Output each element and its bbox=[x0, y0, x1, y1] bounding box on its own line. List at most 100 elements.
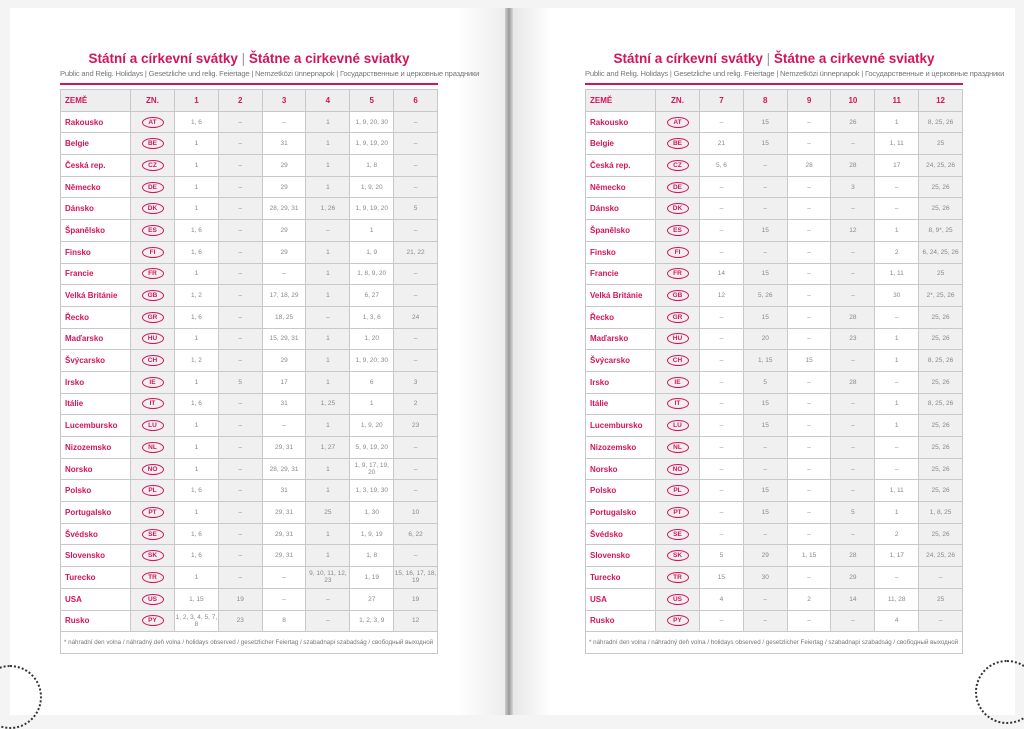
country-name: Rusko bbox=[60, 609, 131, 633]
footnote: * náhradní den volna / náhradný deň voln… bbox=[585, 631, 963, 655]
country-code-badge: DE bbox=[666, 181, 689, 193]
header-month: 12 bbox=[918, 89, 963, 112]
holiday-days: 1 bbox=[305, 327, 351, 351]
holiday-days: 21, 22 bbox=[393, 240, 438, 264]
country-code-cell: PY bbox=[130, 609, 175, 633]
holiday-days: 1, 3, 19, 30 bbox=[349, 479, 395, 503]
holiday-days: – bbox=[786, 370, 832, 394]
holiday-days: 31 bbox=[261, 392, 307, 416]
country-code-cell: GR bbox=[130, 305, 175, 329]
country-name: Švédsko bbox=[60, 522, 131, 546]
holiday-days: 1, 11 bbox=[874, 132, 920, 156]
table-row: Maďarsko HU 1–15, 29, 31 1 1, 20– bbox=[60, 327, 438, 351]
table-row: Švédsko SE 1, 6–29, 31 1 1, 9, 19 6, 22 bbox=[60, 522, 438, 546]
holiday-days: 4 bbox=[874, 609, 920, 633]
subtitle: Public and Relig. Holidays | Gesetzliche… bbox=[60, 69, 480, 78]
holiday-days: 1, 8 bbox=[349, 154, 395, 177]
holiday-days: – bbox=[217, 219, 263, 242]
country-name: Švýcarsko bbox=[60, 349, 131, 372]
country-code-badge: PT bbox=[141, 506, 164, 518]
country-code-badge: SE bbox=[666, 528, 689, 540]
country-code-badge: TR bbox=[666, 571, 689, 583]
holiday-days: 15 bbox=[742, 479, 788, 503]
holiday-days: 29 bbox=[742, 544, 788, 568]
header-row: ZEMĚ ZN. 7 8 9 10 11 12 bbox=[585, 89, 963, 112]
country-code-badge: SK bbox=[141, 550, 164, 562]
holiday-days: – bbox=[874, 370, 920, 394]
holiday-days: 25, 26 bbox=[918, 197, 963, 221]
country-code-cell: US bbox=[655, 587, 700, 611]
holiday-days: 24 bbox=[393, 305, 438, 329]
holiday-days: 5, 6 bbox=[699, 154, 744, 177]
page-title: Státní a církevní svátky | Štátne a cirk… bbox=[88, 51, 410, 66]
holiday-days: 11, 28 bbox=[874, 587, 920, 611]
header-month: 2 bbox=[217, 89, 263, 112]
table-row: Řecko GR 1, 6–18, 25–1, 3, 6 24 bbox=[60, 305, 438, 329]
holiday-days: 1 bbox=[874, 110, 920, 134]
holiday-days: 29, 31 bbox=[261, 522, 307, 546]
holiday-days: 23 bbox=[830, 327, 876, 351]
holiday-days: – bbox=[217, 479, 263, 503]
holiday-days: – bbox=[742, 609, 788, 633]
country-name: Rusko bbox=[585, 609, 656, 633]
country-code-cell: DK bbox=[130, 197, 175, 221]
title-rule bbox=[585, 83, 963, 85]
subtitle: Public and Relig. Holidays | Gesetzliche… bbox=[585, 69, 1005, 78]
holiday-days: – bbox=[874, 175, 920, 199]
table-row: Švýcarsko CH 1, 2–29 1 1, 9, 20, 30– bbox=[60, 349, 438, 372]
holiday-days: 1 bbox=[174, 414, 219, 437]
country-code-cell: FR bbox=[130, 262, 175, 286]
holiday-days: – bbox=[217, 501, 263, 524]
country-code-badge: NL bbox=[666, 441, 689, 453]
header-month: 7 bbox=[699, 89, 744, 112]
table-row: Norsko NO – – – – –25, 26 bbox=[585, 457, 963, 481]
holiday-days: – bbox=[217, 240, 263, 264]
holiday-days: 1, 11 bbox=[874, 479, 920, 503]
holiday-days: 6 bbox=[349, 370, 395, 394]
header-month: 11 bbox=[874, 89, 920, 112]
holiday-days: – bbox=[786, 262, 832, 286]
holiday-days: 5 bbox=[393, 197, 438, 221]
country-code-cell: FI bbox=[130, 240, 175, 264]
table-row: Finsko FI – – – –2 6, 24, 25, 26 bbox=[585, 240, 963, 264]
holiday-days: 1, 9, 20 bbox=[349, 175, 395, 199]
country-code-cell: CZ bbox=[130, 154, 175, 177]
country-name: Dánsko bbox=[585, 197, 656, 221]
country-code-badge: DK bbox=[666, 203, 689, 215]
table-row: Portugalsko PT 1–29, 31 25 1, 30 10 bbox=[60, 501, 438, 524]
holiday-days: 29, 31 bbox=[261, 501, 307, 524]
holiday-days: 1, 26 bbox=[305, 197, 351, 221]
country-code-badge: CH bbox=[666, 355, 689, 367]
holiday-days: 1, 17 bbox=[874, 544, 920, 568]
holiday-days: – bbox=[830, 522, 876, 546]
holidays-table-h2: ZEMĚ ZN. 7 8 9 10 11 12 Rakousko AT –15–26 1 8, 25, … bbox=[585, 89, 963, 655]
holiday-days: 1, 2 bbox=[174, 349, 219, 372]
holiday-days: – bbox=[217, 327, 263, 351]
country-name: Belgie bbox=[585, 132, 656, 156]
holiday-days: 1, 6 bbox=[174, 479, 219, 503]
holiday-days: 1, 27 bbox=[305, 436, 351, 459]
holiday-days: 15 bbox=[742, 414, 788, 437]
holiday-days: 15 bbox=[742, 262, 788, 286]
holiday-days: 17 bbox=[874, 154, 920, 177]
country-name: USA bbox=[585, 587, 656, 611]
holiday-days: – bbox=[742, 522, 788, 546]
table-row: Rusko PY 1, 2, 3, 4, 5, 7, 8 23 8–1, 2, 3, 9… bbox=[60, 609, 438, 633]
holiday-days: – bbox=[217, 154, 263, 177]
holiday-days: – bbox=[217, 349, 263, 372]
holiday-days: 12 bbox=[830, 219, 876, 242]
country-code-badge: GB bbox=[141, 290, 164, 302]
holiday-days: – bbox=[786, 175, 832, 199]
holiday-days: – bbox=[830, 132, 876, 156]
holiday-days: 1 bbox=[874, 327, 920, 351]
country-code-cell: GB bbox=[130, 284, 175, 307]
holiday-days: 1, 11 bbox=[874, 262, 920, 286]
holiday-days: 15 bbox=[786, 349, 832, 372]
country-code-cell: HU bbox=[655, 327, 700, 351]
holiday-days: – bbox=[393, 544, 438, 568]
holiday-days: 18, 25 bbox=[261, 305, 307, 329]
table-row: Belgie BE 1–31 1 1, 9, 19, 20– bbox=[60, 132, 438, 156]
holiday-days: 1, 6 bbox=[174, 522, 219, 546]
holidays-sheet-left: Státní a církevní svátky | Štátne a cirk… bbox=[60, 50, 480, 655]
country-code-badge: NO bbox=[141, 463, 164, 475]
